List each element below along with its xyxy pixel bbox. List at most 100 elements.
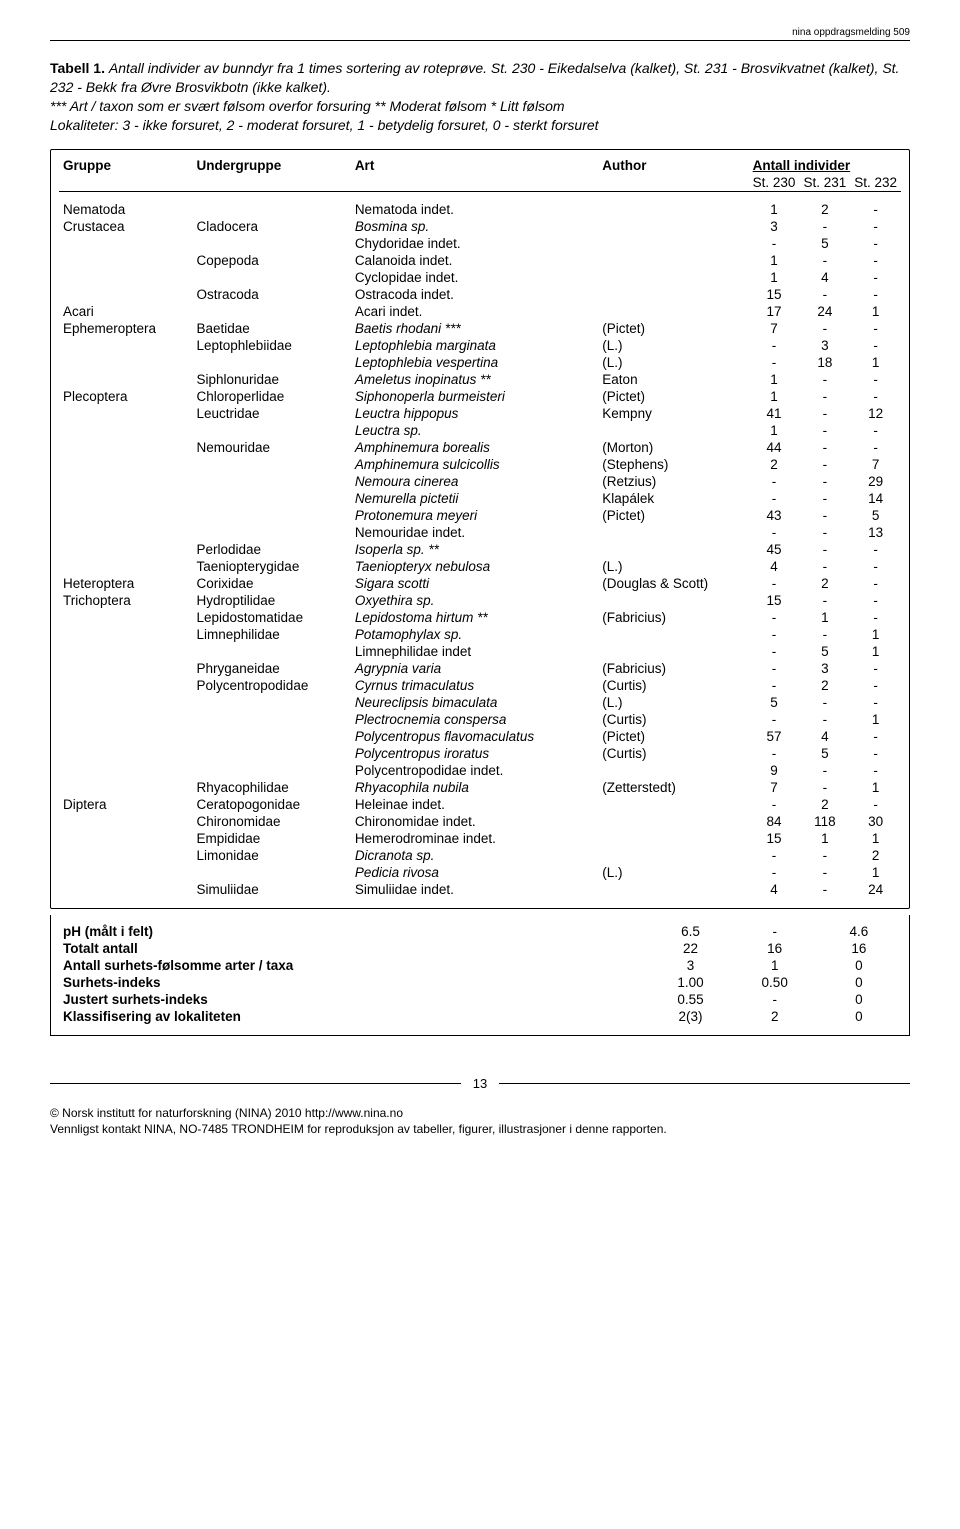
table-cell <box>59 439 193 456</box>
summary-value: - <box>733 923 817 940</box>
table-row: EmpididaeHemerodrominae indet.1511 <box>59 830 901 847</box>
table-row: CrustaceaCladoceraBosmina sp.3-- <box>59 218 901 235</box>
data-table: Gruppe Undergruppe Art Author Antall ind… <box>59 156 901 899</box>
table-cell: 1 <box>749 252 800 269</box>
table-cell <box>59 660 193 677</box>
table-cell: Lepidostomatidae <box>193 609 351 626</box>
table-row: LepidostomatidaeLepidostoma hirtum **(Fa… <box>59 609 901 626</box>
table-cell: - <box>749 575 800 592</box>
table-cell: Leuctra sp. <box>351 422 598 439</box>
table-cell <box>598 626 748 643</box>
footer-line-1: © Norsk institutt for naturforskning (NI… <box>50 1105 910 1121</box>
table-row: Nemouridae indet.--13 <box>59 524 901 541</box>
table-cell: Diptera <box>59 796 193 813</box>
table-cell: 1 <box>850 711 901 728</box>
table-cell: 1 <box>749 388 800 405</box>
table-cell: Pedicia rivosa <box>351 864 598 881</box>
table-cell: - <box>850 235 901 252</box>
table-cell <box>59 813 193 830</box>
table-row: PhryganeidaeAgrypnia varia(Fabricius)-3- <box>59 660 901 677</box>
table-cell: - <box>799 473 850 490</box>
table-cell: Neureclipsis bimaculata <box>351 694 598 711</box>
table-cell: Heteroptera <box>59 575 193 592</box>
table-cell: - <box>749 609 800 626</box>
table-cell <box>59 252 193 269</box>
table-cell: 4 <box>749 881 800 898</box>
table-cell <box>59 422 193 439</box>
table-cell: - <box>749 677 800 694</box>
table-cell: (L.) <box>598 864 748 881</box>
table-cell <box>193 422 351 439</box>
table-cell: 3 <box>749 218 800 235</box>
table-cell <box>59 507 193 524</box>
table-cell <box>193 711 351 728</box>
table-cell: Limonidae <box>193 847 351 864</box>
table-cell: - <box>850 677 901 694</box>
table-cell: Simuliidae <box>193 881 351 898</box>
table-cell: Polycentropus flavomaculatus <box>351 728 598 745</box>
table-cell <box>59 371 193 388</box>
table-cell <box>59 269 193 286</box>
table-cell <box>598 643 748 660</box>
table-cell: 15 <box>749 286 800 303</box>
table-cell: - <box>850 439 901 456</box>
table-cell: 5 <box>799 643 850 660</box>
table-cell: 5 <box>850 507 901 524</box>
table-cell: Hydroptilidae <box>193 592 351 609</box>
table-cell <box>598 303 748 320</box>
summary-value: 0 <box>817 974 901 991</box>
table-cell: Cladocera <box>193 218 351 235</box>
summary-row: Surhets-indeks1.000.500 <box>59 974 901 991</box>
table-row: Chydoridae indet.-5- <box>59 235 901 252</box>
table-cell: - <box>799 558 850 575</box>
col-art: Art <box>351 156 598 174</box>
table-cell: - <box>799 439 850 456</box>
table-cell: (L.) <box>598 337 748 354</box>
table-cell <box>59 337 193 354</box>
table-row: Polycentropodidae indet.9-- <box>59 762 901 779</box>
table-cell <box>59 677 193 694</box>
caption-label: Tabell 1. <box>50 60 105 76</box>
table-cell: Polycentropus iroratus <box>351 745 598 762</box>
table-cell: - <box>799 456 850 473</box>
table-cell <box>59 286 193 303</box>
table-cell: Chydoridae indet. <box>351 235 598 252</box>
table-cell: Limnephilidae <box>193 626 351 643</box>
table-cell: Baetis rhodani *** <box>351 320 598 337</box>
summary-value: 2 <box>733 1008 817 1025</box>
table-row: HeteropteraCorixidaeSigara scotti(Dougla… <box>59 575 901 592</box>
table-cell: 1 <box>850 303 901 320</box>
table-cell <box>598 201 748 218</box>
page-number: 13 <box>461 1076 499 1091</box>
table-row: TrichopteraHydroptilidaeOxyethira sp.15-… <box>59 592 901 609</box>
table-cell: - <box>799 592 850 609</box>
table-cell: - <box>850 660 901 677</box>
table-cell: Nemoura cinerea <box>351 473 598 490</box>
table-cell: - <box>799 371 850 388</box>
table-row: PlecopteraChloroperlidaeSiphonoperla bur… <box>59 388 901 405</box>
table-cell: 45 <box>749 541 800 558</box>
table-cell: - <box>799 626 850 643</box>
table-cell: 12 <box>850 405 901 422</box>
table-cell: - <box>799 286 850 303</box>
table-cell: - <box>749 354 800 371</box>
table-cell: Crustacea <box>59 218 193 235</box>
table-row: NemouridaeAmphinemura borealis(Morton)44… <box>59 439 901 456</box>
table-cell: Empididae <box>193 830 351 847</box>
table-cell <box>59 626 193 643</box>
table-cell <box>193 456 351 473</box>
table-cell <box>59 490 193 507</box>
table-row: Nemurella pictetiiKlapálek--14 <box>59 490 901 507</box>
table-row: Leuctra sp.1-- <box>59 422 901 439</box>
table-cell: Ostracoda <box>193 286 351 303</box>
summary-value: 0.55 <box>648 991 732 1008</box>
table-cell: - <box>850 728 901 745</box>
table-row: AcariAcari indet.17241 <box>59 303 901 320</box>
table-cell <box>59 864 193 881</box>
table-cell: - <box>850 201 901 218</box>
table-row: Protonemura meyeri(Pictet)43-5 <box>59 507 901 524</box>
table-cell: 4 <box>749 558 800 575</box>
table-cell: - <box>799 252 850 269</box>
table-cell <box>59 830 193 847</box>
table-cell: 1 <box>799 609 850 626</box>
